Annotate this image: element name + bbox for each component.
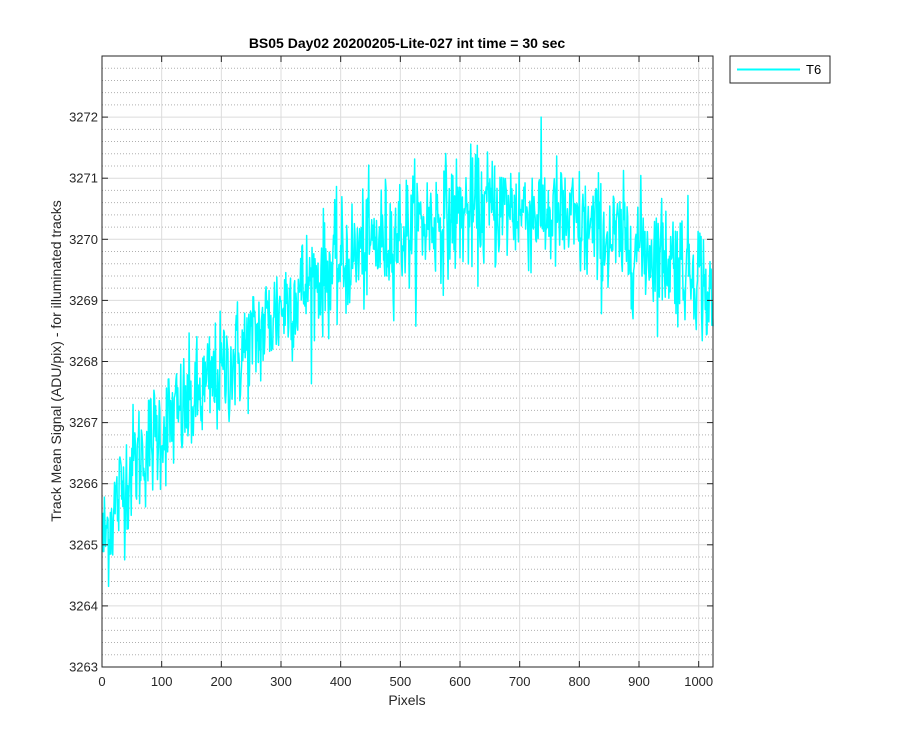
y-tick-label: 3264 (69, 598, 98, 613)
chart-title: BS05 Day02 20200205-Lite-027 int time = … (249, 35, 566, 51)
y-tick-label: 3270 (69, 232, 98, 247)
y-tick-label: 3272 (69, 110, 98, 125)
x-tick-label: 1000 (684, 674, 713, 689)
x-tick-label: 500 (389, 674, 411, 689)
series-line-t6 (101, 116, 714, 588)
legend-label-t6: T6 (806, 62, 821, 77)
y-tick-label: 3267 (69, 415, 98, 430)
y-tick-label: 3265 (69, 537, 98, 552)
x-tick-label: 700 (509, 674, 531, 689)
x-tick-label: 300 (270, 674, 292, 689)
y-tick-label: 3271 (69, 171, 98, 186)
x-tick-label: 600 (449, 674, 471, 689)
x-tick-label: 0 (98, 674, 105, 689)
y-tick-label: 3263 (69, 660, 98, 675)
y-tick-label: 3269 (69, 293, 98, 308)
y-tick-label: 3266 (69, 476, 98, 491)
series-group (101, 116, 714, 588)
y-tick-label: 3268 (69, 354, 98, 369)
y-tick-labels: 3263 3264 3265 3266 3267 3268 3269 3270 3271 3272 (69, 110, 98, 675)
x-tick-labels: 0 100 200 300 400 500 600 700 800 900 1000 (98, 674, 713, 689)
x-tick-label: 200 (210, 674, 232, 689)
x-tick-label: 400 (330, 674, 352, 689)
x-axis-label: Pixels (388, 692, 425, 708)
x-tick-label: 100 (151, 674, 173, 689)
y-axis-label: Track Mean Signal (ADU/pix) - for illumi… (48, 200, 64, 522)
x-tick-label: 800 (568, 674, 590, 689)
major-grid (101, 56, 713, 668)
axis-ticks (101, 56, 713, 668)
x-tick-label: 900 (628, 674, 650, 689)
legend: T6 (729, 55, 831, 84)
